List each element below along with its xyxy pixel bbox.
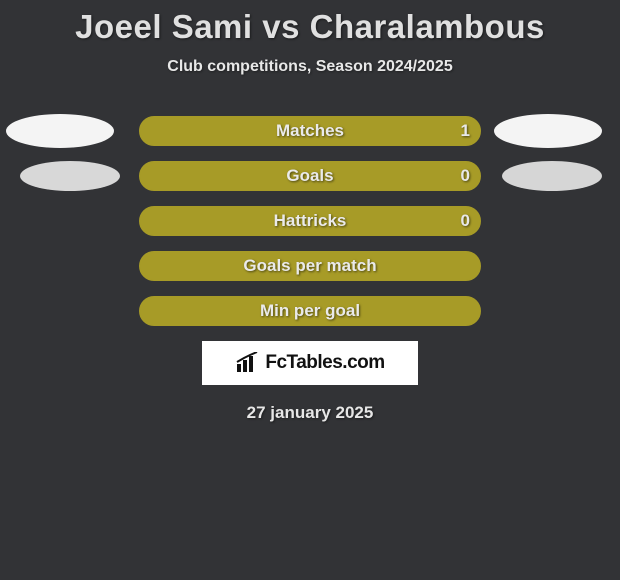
logo-text: FcTables.com [265,352,384,374]
left-ellipse-icon [20,161,120,191]
stat-row-mpg: Min per goal [0,296,620,326]
stat-row-hattricks: Hattricks 0 [0,206,620,236]
stat-bar: Hattricks 0 [139,206,481,236]
stat-row-gpm: Goals per match [0,251,620,281]
stat-value-right: 1 [461,121,470,141]
bar-chart-icon [235,352,261,374]
right-ellipse-icon [494,114,602,148]
stat-row-matches: Matches 1 [0,116,620,146]
stat-value-right: 0 [461,166,470,186]
stats-chart: Matches 1 Goals 0 Hattricks 0 Goals per … [0,116,620,326]
stat-bar: Min per goal [139,296,481,326]
right-ellipse-icon [502,161,602,191]
stat-label: Hattricks [274,211,347,231]
stat-bar: Goals per match [139,251,481,281]
logo-badge: FcTables.com [202,341,418,385]
stat-value-right: 0 [461,211,470,231]
date-caption: 27 january 2025 [0,403,620,423]
infographic-container: Joeel Sami vs Charalambous Club competit… [0,0,620,580]
page-title: Joeel Sami vs Charalambous [0,8,620,46]
stat-label: Goals per match [243,256,376,276]
stat-row-goals: Goals 0 [0,161,620,191]
left-ellipse-icon [6,114,114,148]
stat-bar: Goals 0 [139,161,481,191]
stat-bar: Matches 1 [139,116,481,146]
stat-label: Min per goal [260,301,360,321]
logo-inner: FcTables.com [235,352,384,374]
stat-label: Matches [276,121,344,141]
stat-label: Goals [286,166,333,186]
page-subtitle: Club competitions, Season 2024/2025 [0,58,620,76]
